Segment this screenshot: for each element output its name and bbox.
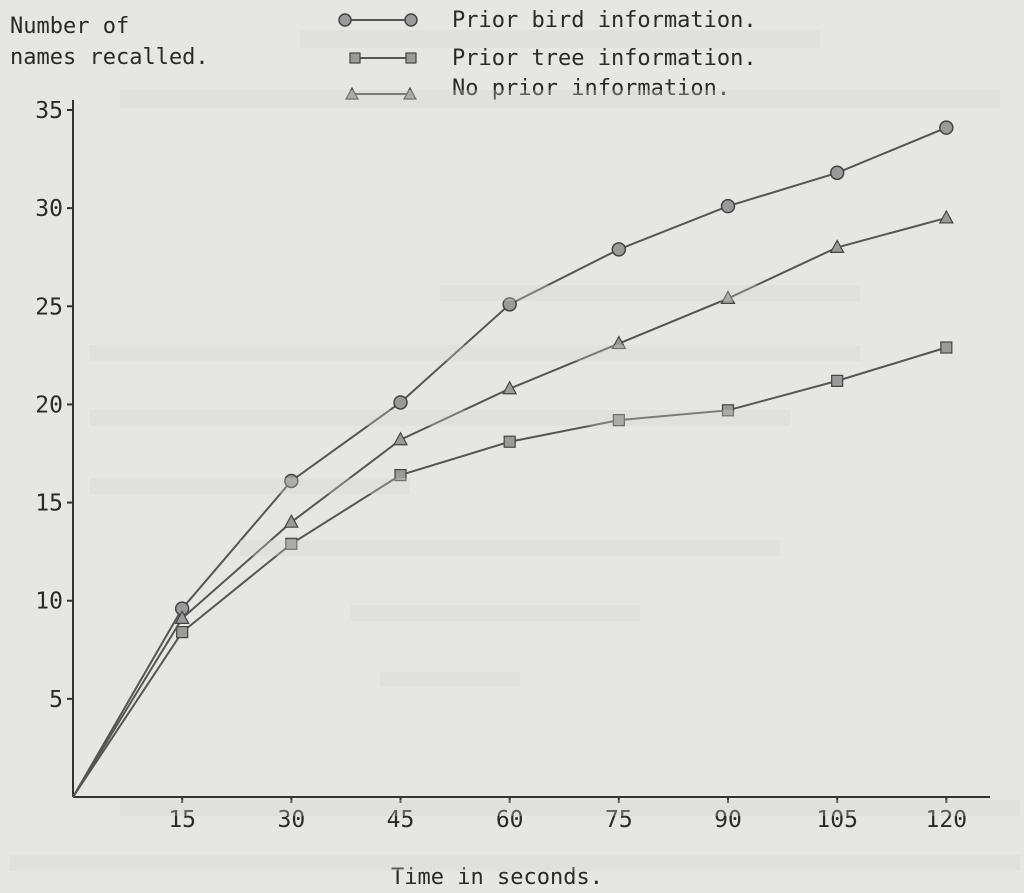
legend-label-bird: Prior bird information. — [452, 8, 757, 33]
y-tick-label-35: 35 — [35, 98, 63, 124]
x-tick-label-15: 15 — [168, 807, 196, 833]
data-point-square-105 — [831, 374, 844, 387]
legend-square-marker-left — [349, 52, 361, 64]
data-point-square-90 — [721, 404, 735, 417]
data-point-triangle-75 — [611, 335, 627, 350]
data-point-square-30 — [285, 537, 298, 550]
data-point-circle-105 — [829, 165, 845, 181]
y-tick-label-20: 20 — [35, 392, 63, 418]
legend-square-marker-right — [405, 52, 417, 64]
series-group — [72, 120, 954, 798]
series-circle — [72, 120, 954, 798]
data-point-triangle-120 — [938, 209, 954, 224]
legend: Prior bird information. Prior tree infor… — [338, 8, 757, 101]
x-tick-label-75: 75 — [605, 807, 633, 833]
x-tick-label-120: 120 — [926, 807, 968, 833]
data-point-triangle-45 — [392, 431, 409, 446]
data-point-square-60 — [503, 435, 516, 448]
y-tick-label-10: 10 — [35, 589, 63, 615]
y-axis-label-line-2: names recalled. — [10, 45, 209, 70]
legend-circle-marker-left — [338, 13, 352, 27]
legend-entry-tree: Prior tree information. — [349, 46, 757, 71]
series-line-circle — [72, 126, 947, 798]
y-tick-label-15: 15 — [35, 491, 63, 517]
y-axis-ticks: 5 10 15 20 25 30 35 — [35, 98, 73, 713]
legend-entry-none: No prior information. — [344, 76, 730, 101]
data-point-square-120 — [940, 341, 953, 354]
legend-triangle-marker-left — [344, 86, 360, 100]
series-square — [72, 341, 953, 798]
data-point-triangle-30 — [283, 513, 299, 528]
data-point-circle-120 — [939, 120, 954, 135]
series-line-square — [72, 346, 947, 798]
data-point-square-45 — [394, 468, 407, 482]
data-point-triangle-15 — [174, 610, 190, 624]
data-point-square-75 — [612, 414, 625, 427]
legend-triangle-marker-right — [402, 86, 418, 100]
data-point-circle-75 — [611, 242, 627, 257]
x-tick-label-90: 90 — [714, 807, 742, 833]
data-point-circle-60 — [502, 297, 517, 312]
data-point-circle-90 — [720, 198, 736, 214]
x-tick-label-45: 45 — [387, 807, 415, 833]
legend-circle-marker-right — [404, 13, 418, 27]
x-tick-label-30: 30 — [277, 807, 305, 833]
x-axis-ticks: 15 30 45 60 75 90 105 120 — [168, 797, 967, 833]
data-point-circle-30 — [284, 473, 299, 489]
x-axis-label: Time in seconds. — [391, 865, 603, 890]
x-tick-label-105: 105 — [816, 807, 858, 833]
data-point-square-15 — [176, 626, 189, 639]
y-axis-label-line-1: Number of — [10, 14, 129, 39]
x-tick-label-60: 60 — [496, 807, 524, 833]
data-point-triangle-105 — [829, 239, 845, 253]
data-point-triangle-60 — [502, 380, 518, 395]
data-point-triangle-90 — [720, 290, 736, 305]
series-triangle — [72, 209, 954, 798]
data-point-circle-45 — [393, 395, 408, 410]
legend-label-none: No prior information. — [452, 76, 730, 101]
legend-entry-bird: Prior bird information. — [338, 8, 757, 33]
y-tick-label-25: 25 — [35, 294, 63, 320]
y-tick-label-30: 30 — [35, 196, 63, 222]
y-tick-label-5: 5 — [49, 687, 63, 713]
legend-label-tree: Prior tree information. — [452, 46, 757, 71]
